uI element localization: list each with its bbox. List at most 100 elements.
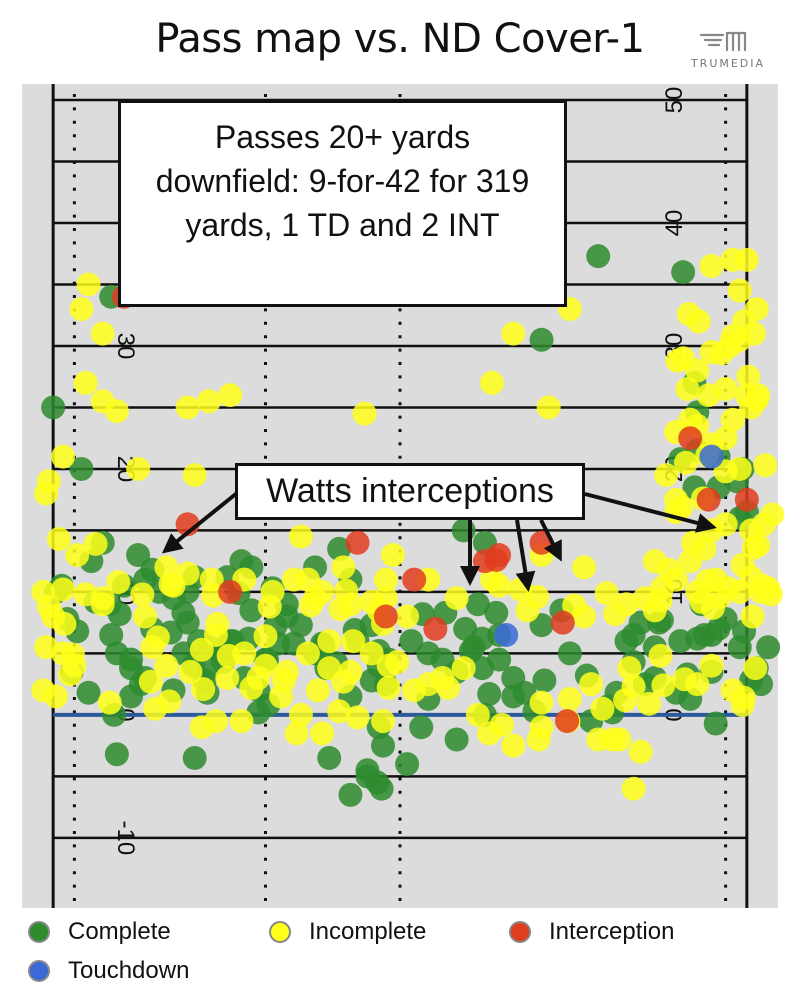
complete-pass-point [104, 742, 129, 767]
incomplete-pass-point [65, 543, 90, 568]
incomplete-pass-point [665, 348, 690, 373]
complete-pass-point [451, 518, 476, 543]
incomplete-pass-point [489, 712, 514, 737]
incomplete-pass-point [191, 677, 216, 702]
incomplete-pass-point [90, 586, 115, 611]
complete-pass-point [371, 733, 396, 758]
incomplete-pass-point [359, 641, 384, 666]
incomplete-pass-point [338, 659, 363, 684]
chart-title: Pass map vs. ND Cover-1 [155, 16, 645, 62]
complete-pass-point [586, 244, 611, 269]
incomplete-pass-point [371, 709, 396, 734]
incomplete-pass-point [288, 524, 313, 549]
complete-pass-point [119, 647, 144, 672]
field-number-right: 50 [661, 87, 688, 114]
interception-point [423, 616, 448, 641]
incomplete-pass-point [416, 672, 441, 697]
incomplete-pass-point [52, 611, 77, 636]
incomplete-pass-point [760, 502, 785, 527]
incomplete-pass-point [133, 604, 158, 629]
incomplete-pass-point [31, 579, 56, 604]
complete-pass-point [692, 622, 717, 647]
complete-pass-point [409, 715, 434, 740]
incomplete-pass-point [175, 395, 200, 420]
incomplete-pass-point [603, 602, 628, 627]
complete-pass-point [484, 600, 509, 625]
incomplete-pass-point [628, 739, 653, 764]
legend-touchdown-label: Touchdown [68, 957, 190, 984]
complete-pass-point [671, 260, 696, 285]
incomplete-pass-point [648, 643, 673, 668]
incomplete-pass-point [341, 629, 366, 654]
incomplete-pass-point [352, 401, 377, 426]
field-number-left: 30 [112, 333, 139, 360]
incomplete-pass-point [46, 527, 71, 552]
legend-incomplete: Incomplete [269, 918, 426, 946]
incomplete-pass-point [607, 727, 632, 752]
complete-pass-point [532, 668, 557, 693]
summary-callout: Passes 20+ yards downfield: 9-for-42 for… [118, 100, 567, 307]
incomplete-pass-point [716, 576, 741, 601]
incomplete-pass-point [700, 595, 725, 620]
incomplete-pass-point [444, 586, 469, 611]
incomplete-pass-point [672, 667, 697, 692]
incomplete-pass-point [699, 254, 724, 279]
incomplete-pass-point [83, 531, 108, 556]
incomplete-pass-point [730, 552, 755, 577]
incomplete-pass-point [651, 673, 676, 698]
complete-pass-point [529, 327, 554, 352]
incomplete-pass-point [216, 643, 241, 668]
incomplete-pass-point [310, 721, 335, 746]
incomplete-pass-point [436, 675, 461, 700]
trumedia-logo-icon [699, 31, 747, 52]
interception-point [678, 426, 703, 451]
complete-pass-point [239, 598, 264, 623]
incomplete-pass-point [758, 582, 783, 607]
touchdown-point [494, 622, 519, 647]
incomplete-pass-point [743, 656, 768, 681]
touchdown-point [699, 444, 724, 469]
complete-pass-point [399, 629, 424, 654]
complete-pass-point [99, 622, 124, 647]
complete-pass-point [327, 536, 352, 561]
incomplete-pass-point [305, 678, 330, 703]
incomplete-pass-point [257, 594, 282, 619]
legend-incomplete-swatch [269, 921, 291, 943]
complete-pass-point [703, 711, 728, 736]
interception-arrows [161, 491, 717, 592]
incomplete-pass-point [526, 727, 551, 752]
incomplete-pass-point [373, 567, 398, 592]
incomplete-pass-point [654, 463, 679, 488]
interception-point [484, 547, 509, 572]
incomplete-pass-point [501, 733, 526, 758]
incomplete-pass-point [673, 450, 698, 475]
incomplete-pass-point [720, 247, 745, 272]
incomplete-pass-point [157, 689, 182, 714]
incomplete-pass-point [451, 656, 476, 681]
summary-callout-text: Passes 20+ yards downfield: 9-for-42 for… [155, 119, 530, 243]
legend-touchdown: Touchdown [28, 957, 189, 985]
incomplete-pass-point [617, 656, 642, 681]
legend-interception-swatch [509, 921, 531, 943]
complete-pass-point [355, 764, 380, 789]
incomplete-pass-point [536, 395, 561, 420]
interception-point [373, 604, 398, 629]
incomplete-pass-point [161, 573, 186, 598]
incomplete-pass-point [736, 364, 761, 389]
incomplete-pass-point [73, 370, 98, 395]
incomplete-pass-point [295, 641, 320, 666]
incomplete-pass-point [681, 530, 706, 555]
interceptions-callout: Watts interceptions [235, 463, 585, 520]
incomplete-pass-point [480, 370, 505, 395]
interception-point [345, 530, 370, 555]
incomplete-pass-point [744, 388, 769, 413]
incomplete-pass-point [380, 543, 405, 568]
incomplete-pass-point [145, 625, 170, 650]
incomplete-pass-point [395, 604, 420, 629]
legend-interception-label: Interception [549, 918, 675, 945]
incomplete-pass-point [178, 659, 203, 684]
incomplete-pass-point [69, 297, 94, 322]
incomplete-pass-point [562, 593, 587, 618]
incomplete-pass-point [104, 399, 129, 424]
complete-pass-point [501, 684, 526, 709]
